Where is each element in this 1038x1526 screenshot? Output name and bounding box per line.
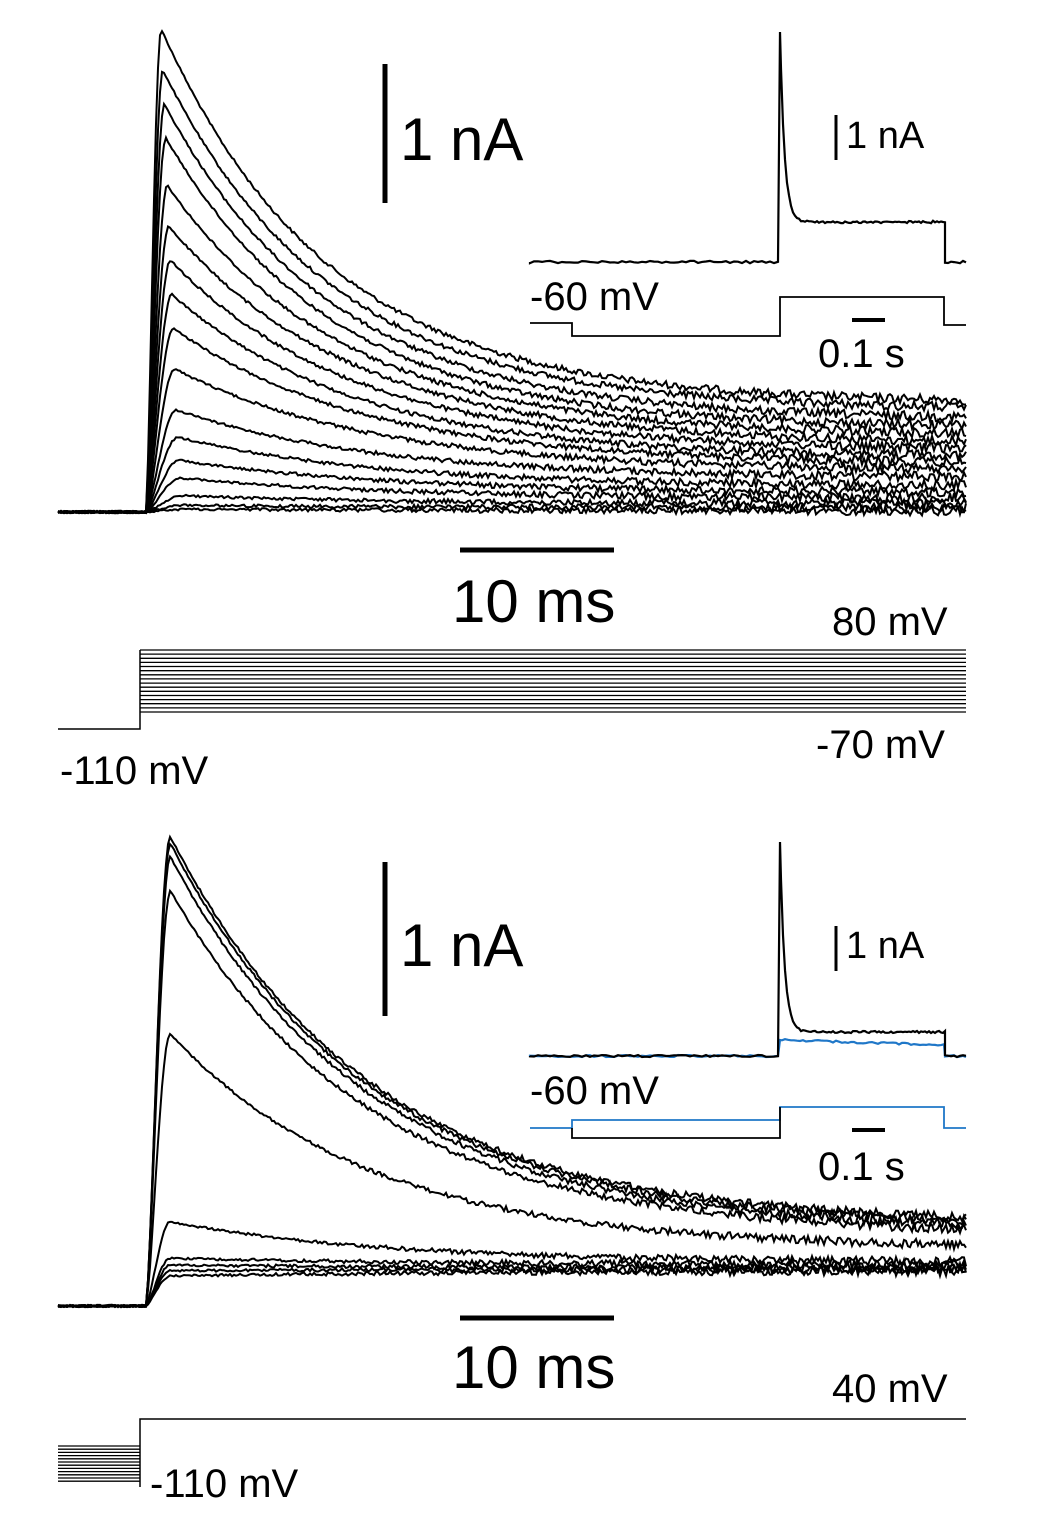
panel-a-current-trace-5 bbox=[57, 184, 967, 515]
panel-a-current-trace-15 bbox=[57, 493, 967, 515]
panel-a-protocol-holding-line bbox=[58, 650, 141, 730]
panel-a-current-trace-3 bbox=[57, 101, 967, 515]
panel-a-inset-x-scale-label: 0.1 s bbox=[818, 332, 905, 376]
panel-b-inset-black-current-trace bbox=[528, 841, 967, 1059]
panel-b-protocol-holding-label: -110 mV bbox=[150, 1462, 299, 1506]
panel-a-current-trace-14 bbox=[57, 476, 967, 515]
panel-a-current-trace-16 bbox=[57, 499, 967, 515]
panel-b: 1 nA 10 ms 1 nA -60 mV 0.1 s 40 mV -110 … bbox=[57, 834, 967, 1506]
panel-b-protocol-step-line bbox=[139, 1418, 966, 1487]
panel-b-inset-blue-current-trace bbox=[528, 1038, 967, 1059]
panel-b-current-trace-3 bbox=[57, 854, 967, 1309]
panel-a-current-trace-9 bbox=[57, 327, 967, 515]
panel-a-protocol-bottom-label: -70 mV bbox=[816, 723, 945, 767]
panel-a-current-trace-4 bbox=[57, 134, 967, 515]
panel-a-inset-voltage-trace bbox=[530, 296, 966, 337]
panel-a-voltage-protocol bbox=[58, 649, 966, 730]
panel-a-inset: 1 nA -60 mV 0.1 s bbox=[528, 31, 967, 376]
panel-a-current-trace-8 bbox=[57, 292, 967, 515]
panel-b-inset: 1 nA -60 mV 0.1 s bbox=[528, 841, 967, 1189]
panel-a-current-trace-1 bbox=[57, 29, 966, 515]
panel-b-y-scale-label: 1 nA bbox=[400, 912, 523, 979]
panel-a-protocol-top-label: 80 mV bbox=[832, 600, 948, 644]
panel-a-current-trace-11 bbox=[57, 408, 967, 515]
panel-b-current-trace-10 bbox=[57, 1263, 967, 1309]
panel-a-current-trace-6 bbox=[57, 224, 967, 515]
panel-b-current-trace-5 bbox=[57, 1032, 967, 1308]
panel-a-inset-y-scale-label: 1 nA bbox=[846, 115, 925, 157]
panel-a-current-trace-12 bbox=[57, 436, 967, 515]
panel-a-inset-voltage-label: -60 mV bbox=[530, 275, 659, 319]
panel-a-x-scale-label: 10 ms bbox=[452, 568, 615, 635]
panel-b-current-trace-4 bbox=[57, 888, 967, 1309]
panel-b-current-trace-6 bbox=[57, 1220, 967, 1309]
panel-b-current-trace-1 bbox=[57, 834, 967, 1309]
panel-b-inset-black-voltage-trace bbox=[571, 1107, 781, 1139]
panel-a-current-trace-7 bbox=[57, 260, 967, 515]
panel-a-current-trace-10 bbox=[57, 368, 967, 515]
panel-b-inset-voltage-label: -60 mV bbox=[530, 1069, 659, 1113]
panel-b-inset-y-scale-label: 1 nA bbox=[846, 925, 925, 967]
panel-a-protocol-holding-label: -110 mV bbox=[60, 749, 209, 793]
panel-b-voltage-protocol bbox=[58, 1418, 966, 1487]
panel-a-y-scale-label: 1 nA bbox=[400, 106, 523, 173]
panel-b-x-scale-label: 10 ms bbox=[452, 1334, 615, 1401]
panel-b-current-traces bbox=[57, 834, 967, 1309]
panel-a-current-trace-17 bbox=[57, 502, 967, 518]
panel-a-current-traces bbox=[57, 29, 967, 518]
panel-a: 1 nA 10 ms 1 nA -60 mV 0.1 s 80 mV -70 m… bbox=[57, 29, 967, 793]
panel-b-current-trace-2 bbox=[57, 842, 967, 1309]
panel-a-current-trace-13 bbox=[57, 458, 967, 515]
panel-b-protocol-step-label: 40 mV bbox=[832, 1367, 948, 1411]
panel-a-inset-current-trace bbox=[528, 31, 967, 265]
panel-b-inset-x-scale-label: 0.1 s bbox=[818, 1145, 905, 1189]
panel-a-current-trace-2 bbox=[57, 70, 967, 515]
